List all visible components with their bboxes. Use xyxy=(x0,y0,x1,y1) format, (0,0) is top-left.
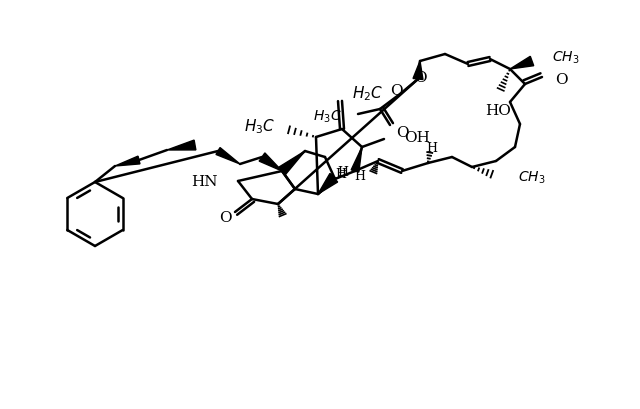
Polygon shape xyxy=(278,152,305,175)
Text: H: H xyxy=(426,141,438,154)
Polygon shape xyxy=(510,57,534,70)
Polygon shape xyxy=(216,148,240,164)
Text: O: O xyxy=(396,126,408,139)
Polygon shape xyxy=(115,157,140,166)
Polygon shape xyxy=(318,177,338,195)
Text: H: H xyxy=(335,168,346,181)
Text: O: O xyxy=(413,71,426,85)
Text: O: O xyxy=(219,211,231,225)
Polygon shape xyxy=(167,141,196,151)
Polygon shape xyxy=(318,174,336,195)
Text: H: H xyxy=(355,170,365,183)
Text: O: O xyxy=(555,73,568,87)
Text: HO: HO xyxy=(485,104,511,118)
Text: H: H xyxy=(337,166,349,179)
Polygon shape xyxy=(351,148,362,173)
Polygon shape xyxy=(413,62,423,80)
Text: O: O xyxy=(390,84,403,98)
Text: $H_3C$: $H_3C$ xyxy=(314,108,342,125)
Polygon shape xyxy=(259,153,282,172)
Text: HN: HN xyxy=(191,175,218,189)
Text: $H_3C$: $H_3C$ xyxy=(244,117,275,136)
Text: OH: OH xyxy=(404,131,430,145)
Text: $CH_3$: $CH_3$ xyxy=(518,169,545,186)
Text: $CH_3$: $CH_3$ xyxy=(552,49,579,66)
Text: $H_2C$: $H_2C$ xyxy=(352,84,383,103)
